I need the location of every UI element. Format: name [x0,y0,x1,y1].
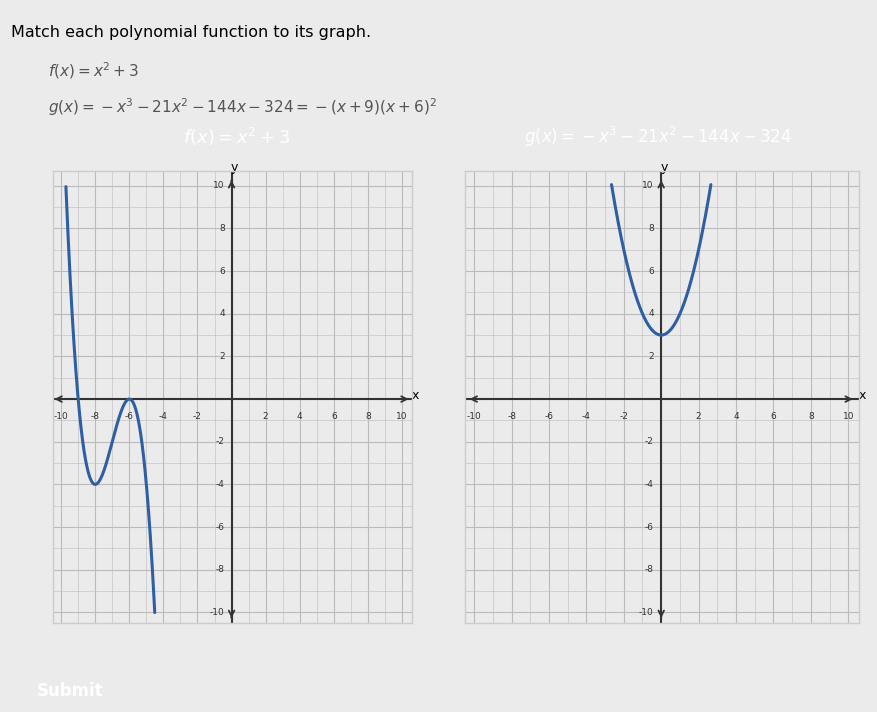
Text: -8: -8 [507,412,516,421]
Text: -4: -4 [159,412,168,421]
Text: 2: 2 [695,412,702,421]
Text: 4: 4 [219,309,225,318]
Text: -4: -4 [582,412,591,421]
Text: $f(x) = x^2 + 3$: $f(x) = x^2 + 3$ [48,61,139,81]
Text: x: x [411,389,418,402]
Text: 2: 2 [263,412,268,421]
Text: -6: -6 [125,412,134,421]
Text: -10: -10 [639,608,653,617]
Text: $g(x) = -x^3 - 21x^2 - 144x - 324 = -(x + 9)(x + 6)^2$: $g(x) = -x^3 - 21x^2 - 144x - 324 = -(x … [48,96,437,117]
Text: -6: -6 [645,523,653,532]
Text: y: y [660,161,667,174]
Text: x: x [859,389,866,402]
Text: 10: 10 [843,412,854,421]
Text: 10: 10 [642,182,653,190]
Text: 4: 4 [297,412,303,421]
Text: $f(x) = x^2 + 3$: $f(x) = x^2 + 3$ [183,126,290,148]
Text: -2: -2 [193,412,202,421]
Text: -2: -2 [645,437,653,446]
Text: $g(x) = -x^3 - 21x^2 - 144x - 324$: $g(x) = -x^3 - 21x^2 - 144x - 324$ [524,125,792,149]
Text: 8: 8 [365,412,371,421]
Text: -2: -2 [619,412,628,421]
Text: 8: 8 [808,412,814,421]
Text: 6: 6 [331,412,337,421]
Text: -8: -8 [90,412,100,421]
Text: 4: 4 [733,412,738,421]
Text: 10: 10 [213,182,225,190]
Text: -6: -6 [545,412,553,421]
Text: -4: -4 [216,480,225,489]
Text: 2: 2 [219,352,225,361]
Text: 10: 10 [396,412,408,421]
Text: Match each polynomial function to its graph.: Match each polynomial function to its gr… [11,25,371,40]
Text: 8: 8 [648,224,653,233]
Text: -10: -10 [210,608,225,617]
Text: 8: 8 [219,224,225,233]
Text: 6: 6 [771,412,776,421]
Text: 6: 6 [648,266,653,276]
Text: y: y [231,161,238,174]
Text: 6: 6 [219,266,225,276]
Text: -4: -4 [645,480,653,489]
Text: Submit: Submit [37,682,103,701]
Text: -8: -8 [216,565,225,574]
Text: -10: -10 [53,412,68,421]
Text: -2: -2 [216,437,225,446]
Text: 2: 2 [648,352,653,361]
Text: -10: -10 [467,412,481,421]
Text: -6: -6 [216,523,225,532]
Text: 4: 4 [648,309,653,318]
Text: -8: -8 [645,565,653,574]
